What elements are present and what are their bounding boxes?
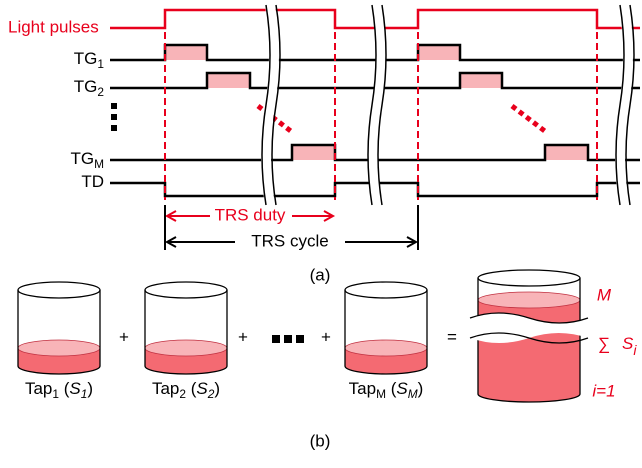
label-part: Tap [349, 379, 376, 398]
label-part: M [408, 387, 418, 401]
trs-duty: TRS duty [215, 205, 286, 224]
label-part: M [376, 387, 386, 401]
label-part: TD [81, 172, 104, 191]
label: Tap2 (S2) [152, 379, 220, 401]
label: TG1 [74, 49, 105, 71]
label: TG2 [74, 77, 105, 99]
page: {"diagram": { "light_label": "Light puls… [0, 0, 642, 468]
cylinder-level [18, 340, 100, 356]
label: Tap1 (S1) [25, 379, 93, 401]
caption-b: (b) [310, 431, 331, 450]
label-part: S [622, 334, 634, 353]
sum-upper: M [597, 285, 612, 304]
label-part: ) [87, 379, 93, 398]
label: TapM (SM) [349, 379, 424, 401]
label-part: ( [386, 379, 397, 398]
label-part: S [69, 379, 81, 398]
label-part: S [396, 379, 408, 398]
sum-lower: i=1 [592, 381, 615, 400]
break-marks [262, 5, 634, 205]
trs-cycle: TRS cycle [251, 231, 328, 250]
operator: = [447, 327, 457, 346]
operator: + [321, 327, 331, 346]
diagram: Light pulses TRS duty TRS cycle (a) (b) … [0, 0, 642, 468]
label-part: M [94, 157, 104, 171]
label: Si [622, 334, 637, 357]
operator: + [238, 327, 248, 346]
label-part: 1 [97, 57, 104, 71]
cylinder-top [145, 282, 227, 298]
label-part: ( [59, 379, 70, 398]
horizontal-ellipsis [272, 335, 304, 343]
label-part: TG [70, 149, 94, 168]
cylinder-level [145, 340, 227, 356]
label-part: ) [214, 379, 220, 398]
label-part: 1 [81, 387, 88, 401]
label-part: TG [74, 49, 98, 68]
light-label: Light pulses [8, 17, 99, 36]
label-part: TG [74, 77, 98, 96]
caption-a: (a) [310, 265, 331, 284]
cylinder-top [345, 282, 427, 298]
waveforms [110, 5, 640, 250]
cylinder-top [478, 270, 580, 286]
label-part: S [196, 379, 208, 398]
label-part: i [633, 342, 637, 358]
label-part: Tap [25, 379, 52, 398]
sum-symbol: ∑ [598, 334, 610, 353]
operator: + [119, 327, 129, 346]
label-part: 2 [97, 85, 104, 99]
cylinder-top [18, 282, 100, 298]
cylinder-level [478, 292, 580, 308]
label-part: ( [186, 379, 197, 398]
label-part: ) [418, 379, 424, 398]
label-part: Tap [152, 379, 179, 398]
cylinder-level [345, 340, 427, 356]
label: TD [81, 172, 104, 191]
label: TGM [70, 149, 104, 171]
